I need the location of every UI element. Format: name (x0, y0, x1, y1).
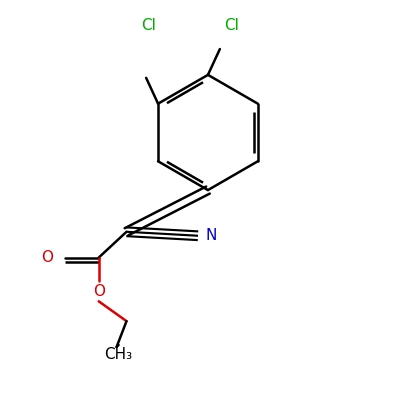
Text: O: O (41, 250, 53, 265)
Text: Cl: Cl (141, 18, 156, 33)
Text: Cl: Cl (224, 18, 239, 33)
Text: CH₃: CH₃ (104, 348, 133, 362)
Text: O: O (93, 284, 105, 299)
Text: N: N (206, 228, 217, 243)
